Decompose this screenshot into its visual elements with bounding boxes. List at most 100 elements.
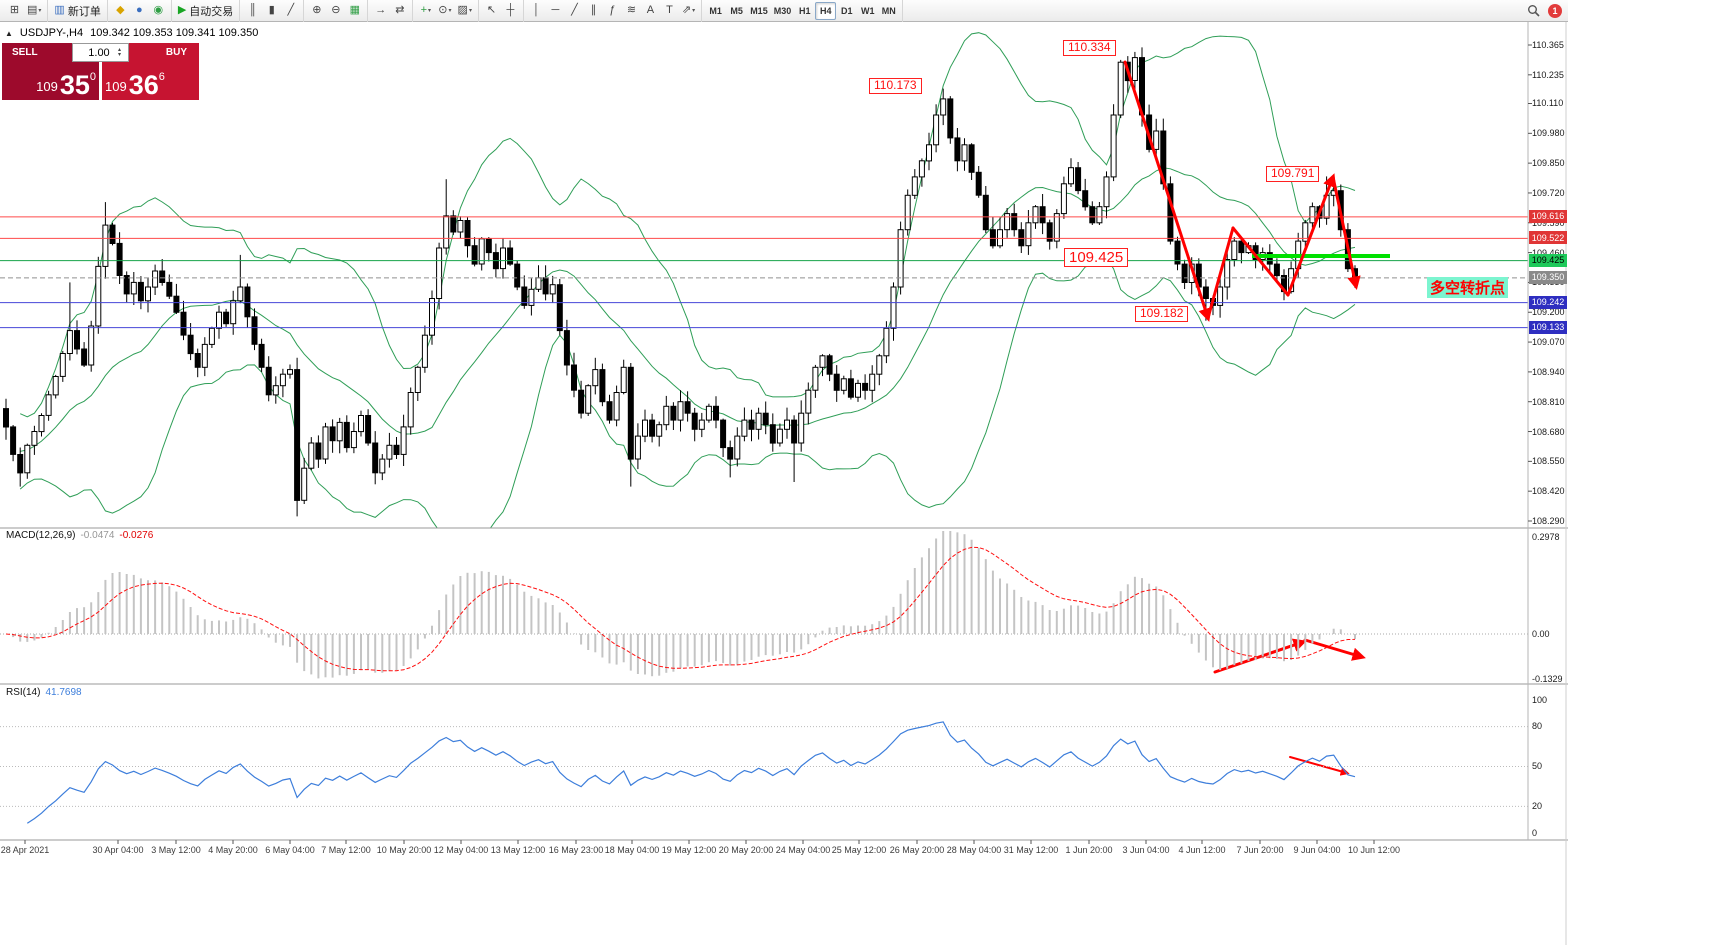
- toolbar-groups: ⊞ ▤ ▾ ▥ 新订单 ◆ ● ◉ ▶ 自动交易 ║ ▮ ╱ ⊕ ⊖ ▦ → ⇄ + ▾ ⊙ ▾ ▨ ▾ ↖ ┼ │ ─ ╱ ∥ ƒ ≋ A T ⇗…: [2, 0, 904, 22]
- trend-arrow-0[interactable]: [1123, 60, 1212, 322]
- time-axis-label: 1 Jun 20:00: [1065, 845, 1113, 855]
- trend-arrow-3[interactable]: [1286, 173, 1336, 297]
- bar-chart-mode-icon: ║: [248, 4, 257, 16]
- chart-profiles-caret-icon: ▾: [38, 8, 42, 14]
- trend-arrow-4[interactable]: [1331, 175, 1361, 290]
- macd-arrow-1[interactable]: [1303, 638, 1366, 661]
- time-axis-label: 3 May 12:00: [151, 845, 201, 855]
- toolbar-group-8: ↖ ┼: [479, 0, 524, 22]
- tile-windows-button[interactable]: ▦: [345, 2, 364, 20]
- metaeditor-button[interactable]: ◆: [111, 2, 130, 20]
- volume-up-button[interactable]: ▴: [117, 46, 121, 53]
- current-price-label: 109.350: [1529, 270, 1567, 284]
- news-button[interactable]: ●: [130, 2, 149, 20]
- text-label-button[interactable]: T: [660, 2, 679, 20]
- rsi-name: RSI(14): [6, 687, 41, 698]
- price-callout-109.791[interactable]: 109.791: [1266, 166, 1320, 182]
- buy-label[interactable]: BUY: [129, 43, 199, 62]
- fibonacci-icon: ƒ: [609, 4, 616, 16]
- equidistant-channel-button[interactable]: ∥: [584, 2, 603, 20]
- price-panel: [0, 32, 1528, 528]
- trendline-icon: ╱: [571, 4, 578, 16]
- trend-arrow-2[interactable]: [1231, 226, 1290, 297]
- price-tick-label: 110.110: [1532, 98, 1564, 109]
- macd-arrow-0[interactable]: [1213, 638, 1307, 674]
- trendline-button[interactable]: ╱: [565, 2, 584, 20]
- buy-button[interactable]: 109 36 6: [102, 62, 199, 100]
- autotrading-button[interactable]: ▶ 自动交易: [175, 2, 236, 20]
- arrows-tool-button[interactable]: ⇗ ▾: [679, 2, 698, 20]
- time-axis-label: 16 May 23:00: [548, 845, 604, 855]
- search-icon: [1528, 5, 1540, 17]
- price-tick-label: 108.940: [1532, 366, 1565, 377]
- new-order-label: 新订单: [67, 5, 101, 18]
- price-tick-label: 109.200: [1532, 307, 1565, 318]
- price-tick-label: 108.550: [1532, 456, 1565, 467]
- shapes-button[interactable]: ≋: [622, 2, 641, 20]
- horizontal-line-button[interactable]: ─: [546, 2, 565, 20]
- price-tick-label: 109.850: [1532, 158, 1565, 169]
- bollinger-upper-band: [19, 32, 1356, 418]
- crosshair-button[interactable]: ┼: [501, 2, 520, 20]
- price-callout-109.182[interactable]: 109.182: [1135, 306, 1189, 322]
- text-button[interactable]: A: [641, 2, 660, 20]
- line-chart-mode-button[interactable]: ╱: [281, 2, 300, 20]
- zoom-in-button[interactable]: ⊕: [307, 2, 326, 20]
- rsi-value: 41.7698: [45, 687, 82, 698]
- zoom-out-button[interactable]: ⊖: [326, 2, 345, 20]
- toolbar-right: 1: [1524, 2, 1566, 20]
- auto-scroll-button[interactable]: →: [371, 2, 390, 20]
- notification-badge[interactable]: 1: [1548, 3, 1562, 18]
- cursor-button[interactable]: ↖: [482, 2, 501, 20]
- periods-button[interactable]: ⊙ ▾: [435, 2, 454, 20]
- timeframe-m30[interactable]: M30: [773, 5, 792, 16]
- chart-shift-button[interactable]: ⇄: [390, 2, 409, 20]
- refresh-button[interactable]: ◉: [149, 2, 168, 20]
- volume-down-button[interactable]: ▾: [117, 51, 121, 58]
- indicators-button[interactable]: + ▾: [416, 2, 435, 20]
- level-price-label: 109.133: [1529, 320, 1567, 334]
- candlestick-mode-button[interactable]: ▮: [262, 2, 281, 20]
- timeframe-m5[interactable]: M5: [730, 5, 743, 16]
- search-button[interactable]: [1524, 2, 1543, 20]
- timeframe-h1[interactable]: H1: [798, 5, 811, 16]
- timeframe-w1[interactable]: W1: [860, 5, 875, 16]
- volume-input[interactable]: [79, 46, 118, 59]
- sell-label[interactable]: SELL: [2, 43, 72, 62]
- level-price-label: 109.522: [1529, 231, 1567, 245]
- sell-price-main: 109: [36, 79, 58, 94]
- timeframe-m15[interactable]: M15: [750, 5, 768, 16]
- templates-button[interactable]: ▨ ▾: [455, 2, 475, 20]
- chart-canvas[interactable]: [0, 22, 1568, 945]
- level-price-label: 109.425: [1529, 253, 1567, 267]
- timeframe-h4[interactable]: H4: [815, 1, 837, 20]
- text-icon: A: [646, 4, 655, 16]
- bar-chart-mode-button[interactable]: ║: [243, 2, 262, 20]
- price-callout-110.334[interactable]: 110.334: [1063, 40, 1116, 56]
- timeframe-d1[interactable]: D1: [840, 5, 853, 16]
- rsi-arrow-0[interactable]: [1289, 756, 1350, 776]
- sell-button[interactable]: 109 35 0: [2, 62, 99, 100]
- vertical-line-button[interactable]: │: [527, 2, 546, 20]
- timeframe-m1[interactable]: M1: [709, 5, 722, 16]
- price-callout-110.173[interactable]: 110.173: [869, 78, 922, 94]
- new-order-icon: ▥: [54, 4, 65, 16]
- new-order-button[interactable]: ▥ 新订单: [51, 2, 103, 20]
- time-axis-label: 18 May 04:00: [604, 845, 660, 855]
- macd-signal-line: [5, 546, 1356, 672]
- price-tick-label: 109.980: [1532, 128, 1565, 139]
- fibonacci-button[interactable]: ƒ: [603, 2, 622, 20]
- ohlc-values: 109.342 109.353 109.341 109.350: [90, 27, 259, 39]
- time-axis-label: 20 May 20:00: [718, 845, 774, 855]
- macd-histogram: [12, 531, 1356, 679]
- timeframe-mn[interactable]: MN: [881, 5, 896, 16]
- trend-arrow-1[interactable]: [1206, 226, 1235, 320]
- price-callout-109.425[interactable]: 109.425: [1064, 248, 1129, 268]
- collapse-triangle-icon[interactable]: ▲: [5, 28, 13, 38]
- new-chart-button[interactable]: ⊞: [5, 2, 24, 20]
- chart-profiles-button[interactable]: ▤ ▾: [24, 2, 44, 20]
- rsi-line: [26, 721, 1356, 824]
